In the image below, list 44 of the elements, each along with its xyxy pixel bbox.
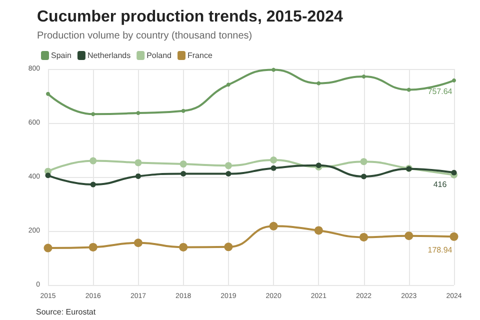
legend-label: Netherlands <box>87 51 131 60</box>
point <box>181 108 186 113</box>
point <box>88 242 98 252</box>
point <box>360 232 368 242</box>
point <box>224 162 232 170</box>
point <box>362 74 366 79</box>
point <box>404 232 414 240</box>
point <box>91 112 96 116</box>
point <box>46 92 50 96</box>
chart-title: Cucumber production trends, 2015-2024 <box>37 8 343 26</box>
legend-label: Spain <box>51 51 72 60</box>
source-note: Source: Eurostat <box>36 308 96 316</box>
data-label: 178.94 <box>428 245 453 254</box>
point <box>360 158 368 166</box>
point <box>179 242 188 252</box>
point <box>270 156 278 164</box>
chart-subtitle: Production volume by country (thousand tonnes) <box>37 30 252 42</box>
point <box>135 173 141 179</box>
point <box>180 171 186 177</box>
point <box>134 159 142 166</box>
point <box>450 232 458 241</box>
data-label: 416 <box>433 180 448 189</box>
point <box>136 111 140 116</box>
point <box>44 244 52 252</box>
point <box>224 242 233 252</box>
point <box>451 170 457 176</box>
legend-label: Poland <box>146 51 172 60</box>
point <box>272 68 276 72</box>
point <box>226 82 230 87</box>
point <box>90 157 97 164</box>
point <box>134 238 142 248</box>
point <box>314 226 323 235</box>
point <box>90 182 96 188</box>
point <box>270 165 276 171</box>
point <box>180 160 187 168</box>
legend-label: France <box>188 51 213 60</box>
point <box>452 78 456 82</box>
point <box>226 171 232 177</box>
point <box>361 174 367 180</box>
point <box>45 172 51 178</box>
data-label: 757.64 <box>428 86 453 96</box>
point <box>269 222 278 230</box>
point <box>316 81 321 86</box>
point <box>406 88 411 92</box>
